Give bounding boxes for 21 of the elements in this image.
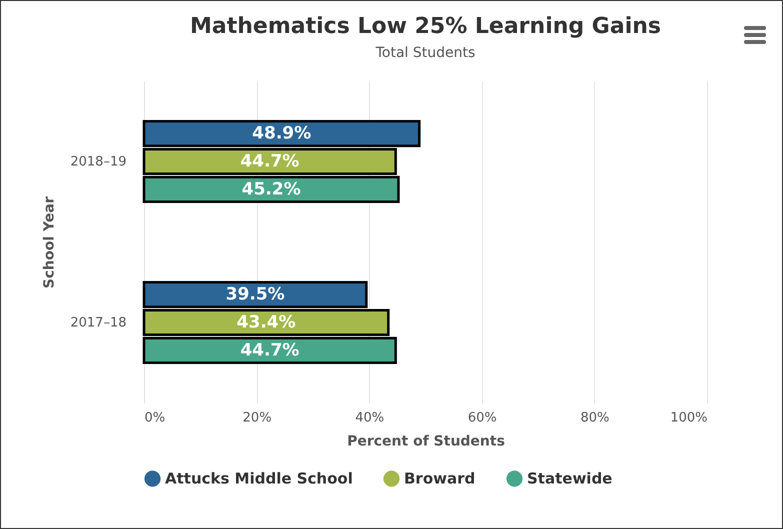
data-label: 44.7%	[240, 340, 300, 360]
data-label: 39.5%	[226, 284, 285, 305]
x-axis-title: Percent of Students	[347, 434, 505, 450]
data-label: 45.2%	[242, 179, 301, 200]
legend-label: Statewide	[527, 470, 612, 488]
x-tick-label: 80%	[580, 410, 610, 426]
x-tick-label: 40%	[355, 410, 384, 426]
x-tick-label: 20%	[242, 410, 272, 426]
legend-label: Broward	[404, 470, 476, 488]
legend-label: Attucks Middle School	[165, 470, 353, 488]
x-tick-label: 100%	[670, 410, 708, 426]
y-tick-label: 2018–19	[70, 154, 126, 170]
chart-title: Mathematics Low 25% Learning Gains	[190, 14, 662, 39]
x-tick-label: 0%	[144, 410, 166, 426]
x-tick-label: 60%	[468, 410, 497, 426]
data-label: 48.9%	[252, 124, 312, 144]
y-axis-title: School Year	[41, 196, 58, 288]
data-label: 44.7%	[240, 152, 300, 172]
chart-subtitle: Total Students	[374, 45, 476, 61]
data-label: 43.4%	[236, 312, 296, 332]
y-tick-label: 2017–18	[70, 316, 126, 330]
